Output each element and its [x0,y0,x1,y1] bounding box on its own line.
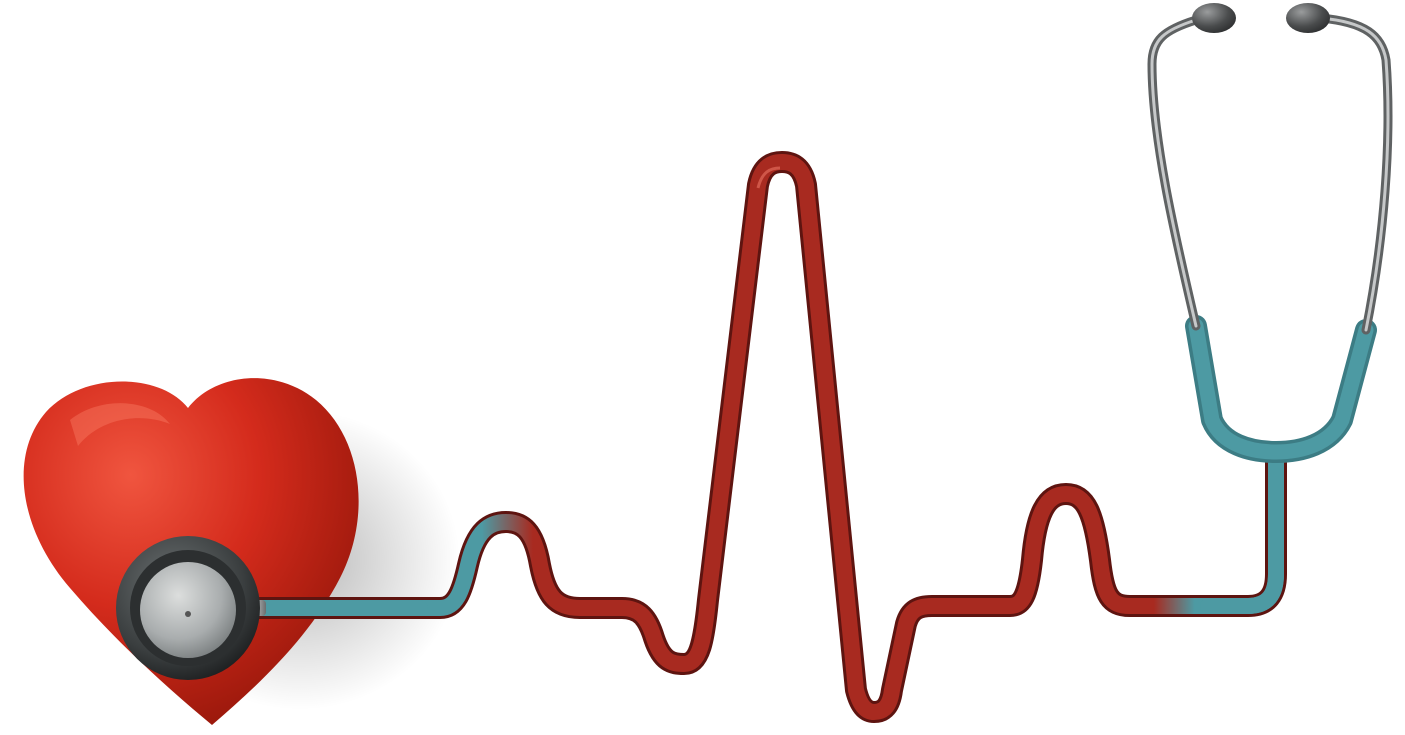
stethoscope-tube-highlight [756,166,781,189]
heart-highlight [70,403,170,446]
stethoscope-earpiece-icon [1192,3,1236,33]
stethoscope-chestpiece-center [185,611,191,617]
stethoscope-binaural-right-shine [1318,16,1390,332]
stethoscope-tube [250,154,1284,720]
stethoscope-binaural-left-shine [1150,18,1198,328]
stethoscope-chestpiece-diaphragm [140,562,236,658]
stethoscope-yoke-fill [1188,318,1374,460]
stethoscope-binaural-left [1147,15,1201,331]
stethoscope-tube-teal-right [1200,444,1284,614]
stethoscope-earpiece-icon [1286,3,1330,33]
stethoscope-binaural-right [1315,13,1393,335]
